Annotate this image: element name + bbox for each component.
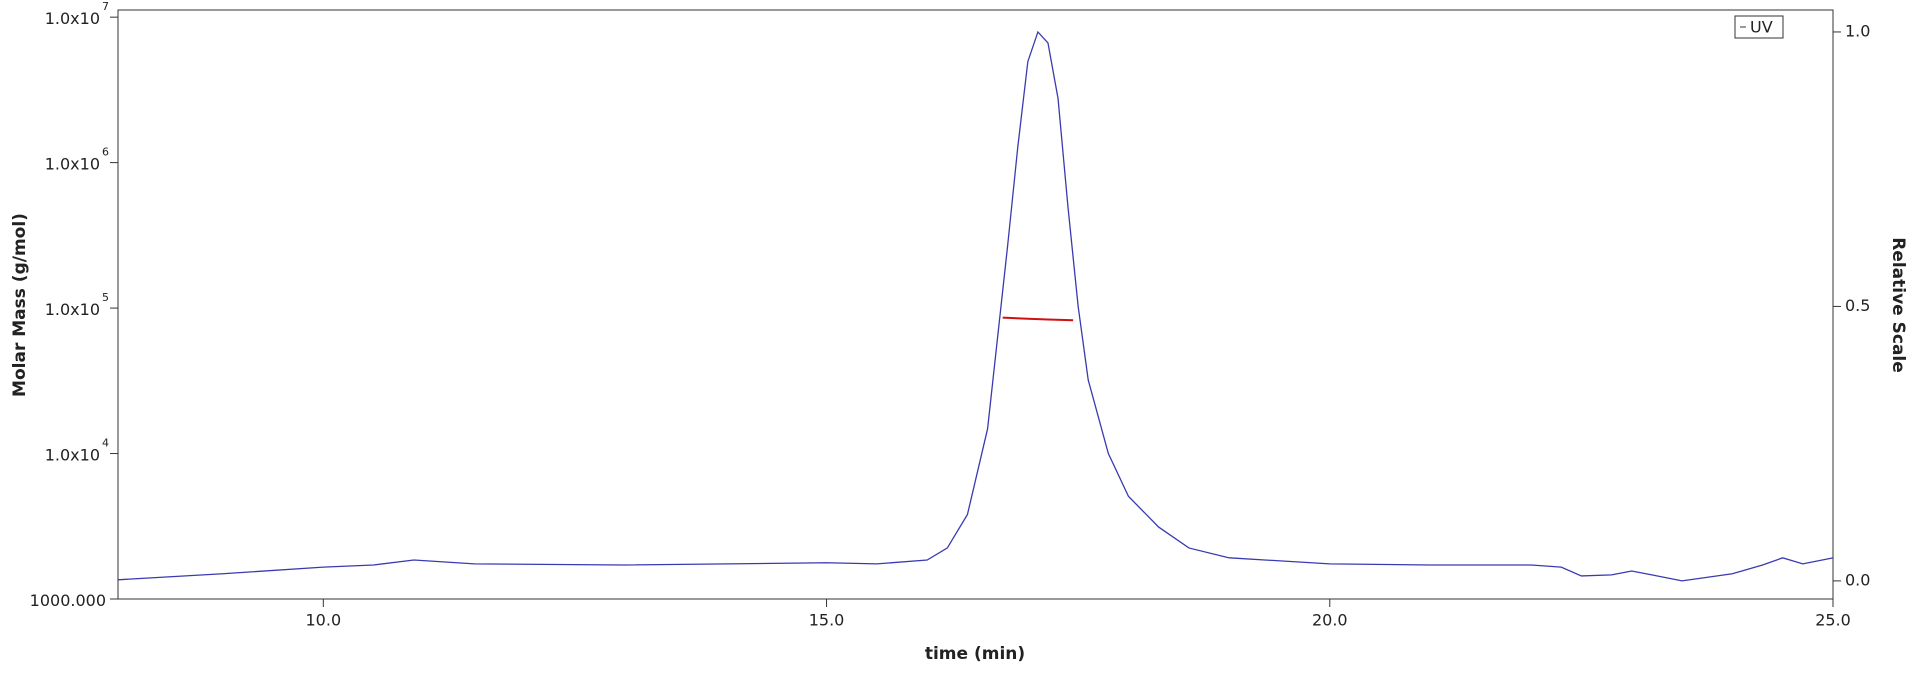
y-tick-mantissa: 1.0x10 bbox=[45, 154, 100, 173]
y-axis-label: Molar Mass (g/mol) bbox=[10, 213, 30, 397]
y-tick-label: 1000.000 bbox=[30, 591, 106, 610]
x-tick-label: 10.0 bbox=[306, 611, 342, 630]
y-tick-label: 1.0x10 bbox=[45, 9, 100, 28]
plot-frame bbox=[117, 9, 1834, 600]
x-tick-label: 15.0 bbox=[809, 611, 845, 630]
x-axis-label: time (min) bbox=[925, 644, 1025, 664]
y-tick-mantissa: 1.0x10 bbox=[45, 9, 100, 28]
y-tick-mantissa: 1000.000 bbox=[30, 591, 106, 610]
y-tick-mantissa: 1.0x10 bbox=[45, 300, 100, 319]
y-tick-exponent: 6 bbox=[102, 146, 109, 159]
series-line bbox=[1002, 316, 1074, 322]
legend-label: UV bbox=[1750, 18, 1773, 37]
y-tick-label: 1.0x10 bbox=[45, 300, 100, 319]
y-tick-label: 1.0x10 bbox=[45, 154, 100, 173]
y-tick-exponent: 5 bbox=[102, 291, 109, 304]
y-tick-exponent: 4 bbox=[102, 437, 109, 450]
y-tick-mantissa: 1.0x10 bbox=[45, 445, 100, 464]
y2-tick-label: 1.0 bbox=[1845, 21, 1870, 40]
y-tick-exponent: 7 bbox=[102, 0, 109, 13]
series-line bbox=[117, 30, 1834, 582]
legend-box bbox=[1734, 15, 1784, 39]
x-tick-label: 25.0 bbox=[1815, 611, 1851, 630]
x-tick-label: 20.0 bbox=[1312, 611, 1348, 630]
y-tick-label: 1.0x10 bbox=[45, 445, 100, 464]
y2-tick-label: 0.0 bbox=[1845, 570, 1870, 589]
y2-tick-label: 0.5 bbox=[1845, 296, 1870, 315]
y2-axis-label: Relative Scale bbox=[1888, 237, 1908, 373]
